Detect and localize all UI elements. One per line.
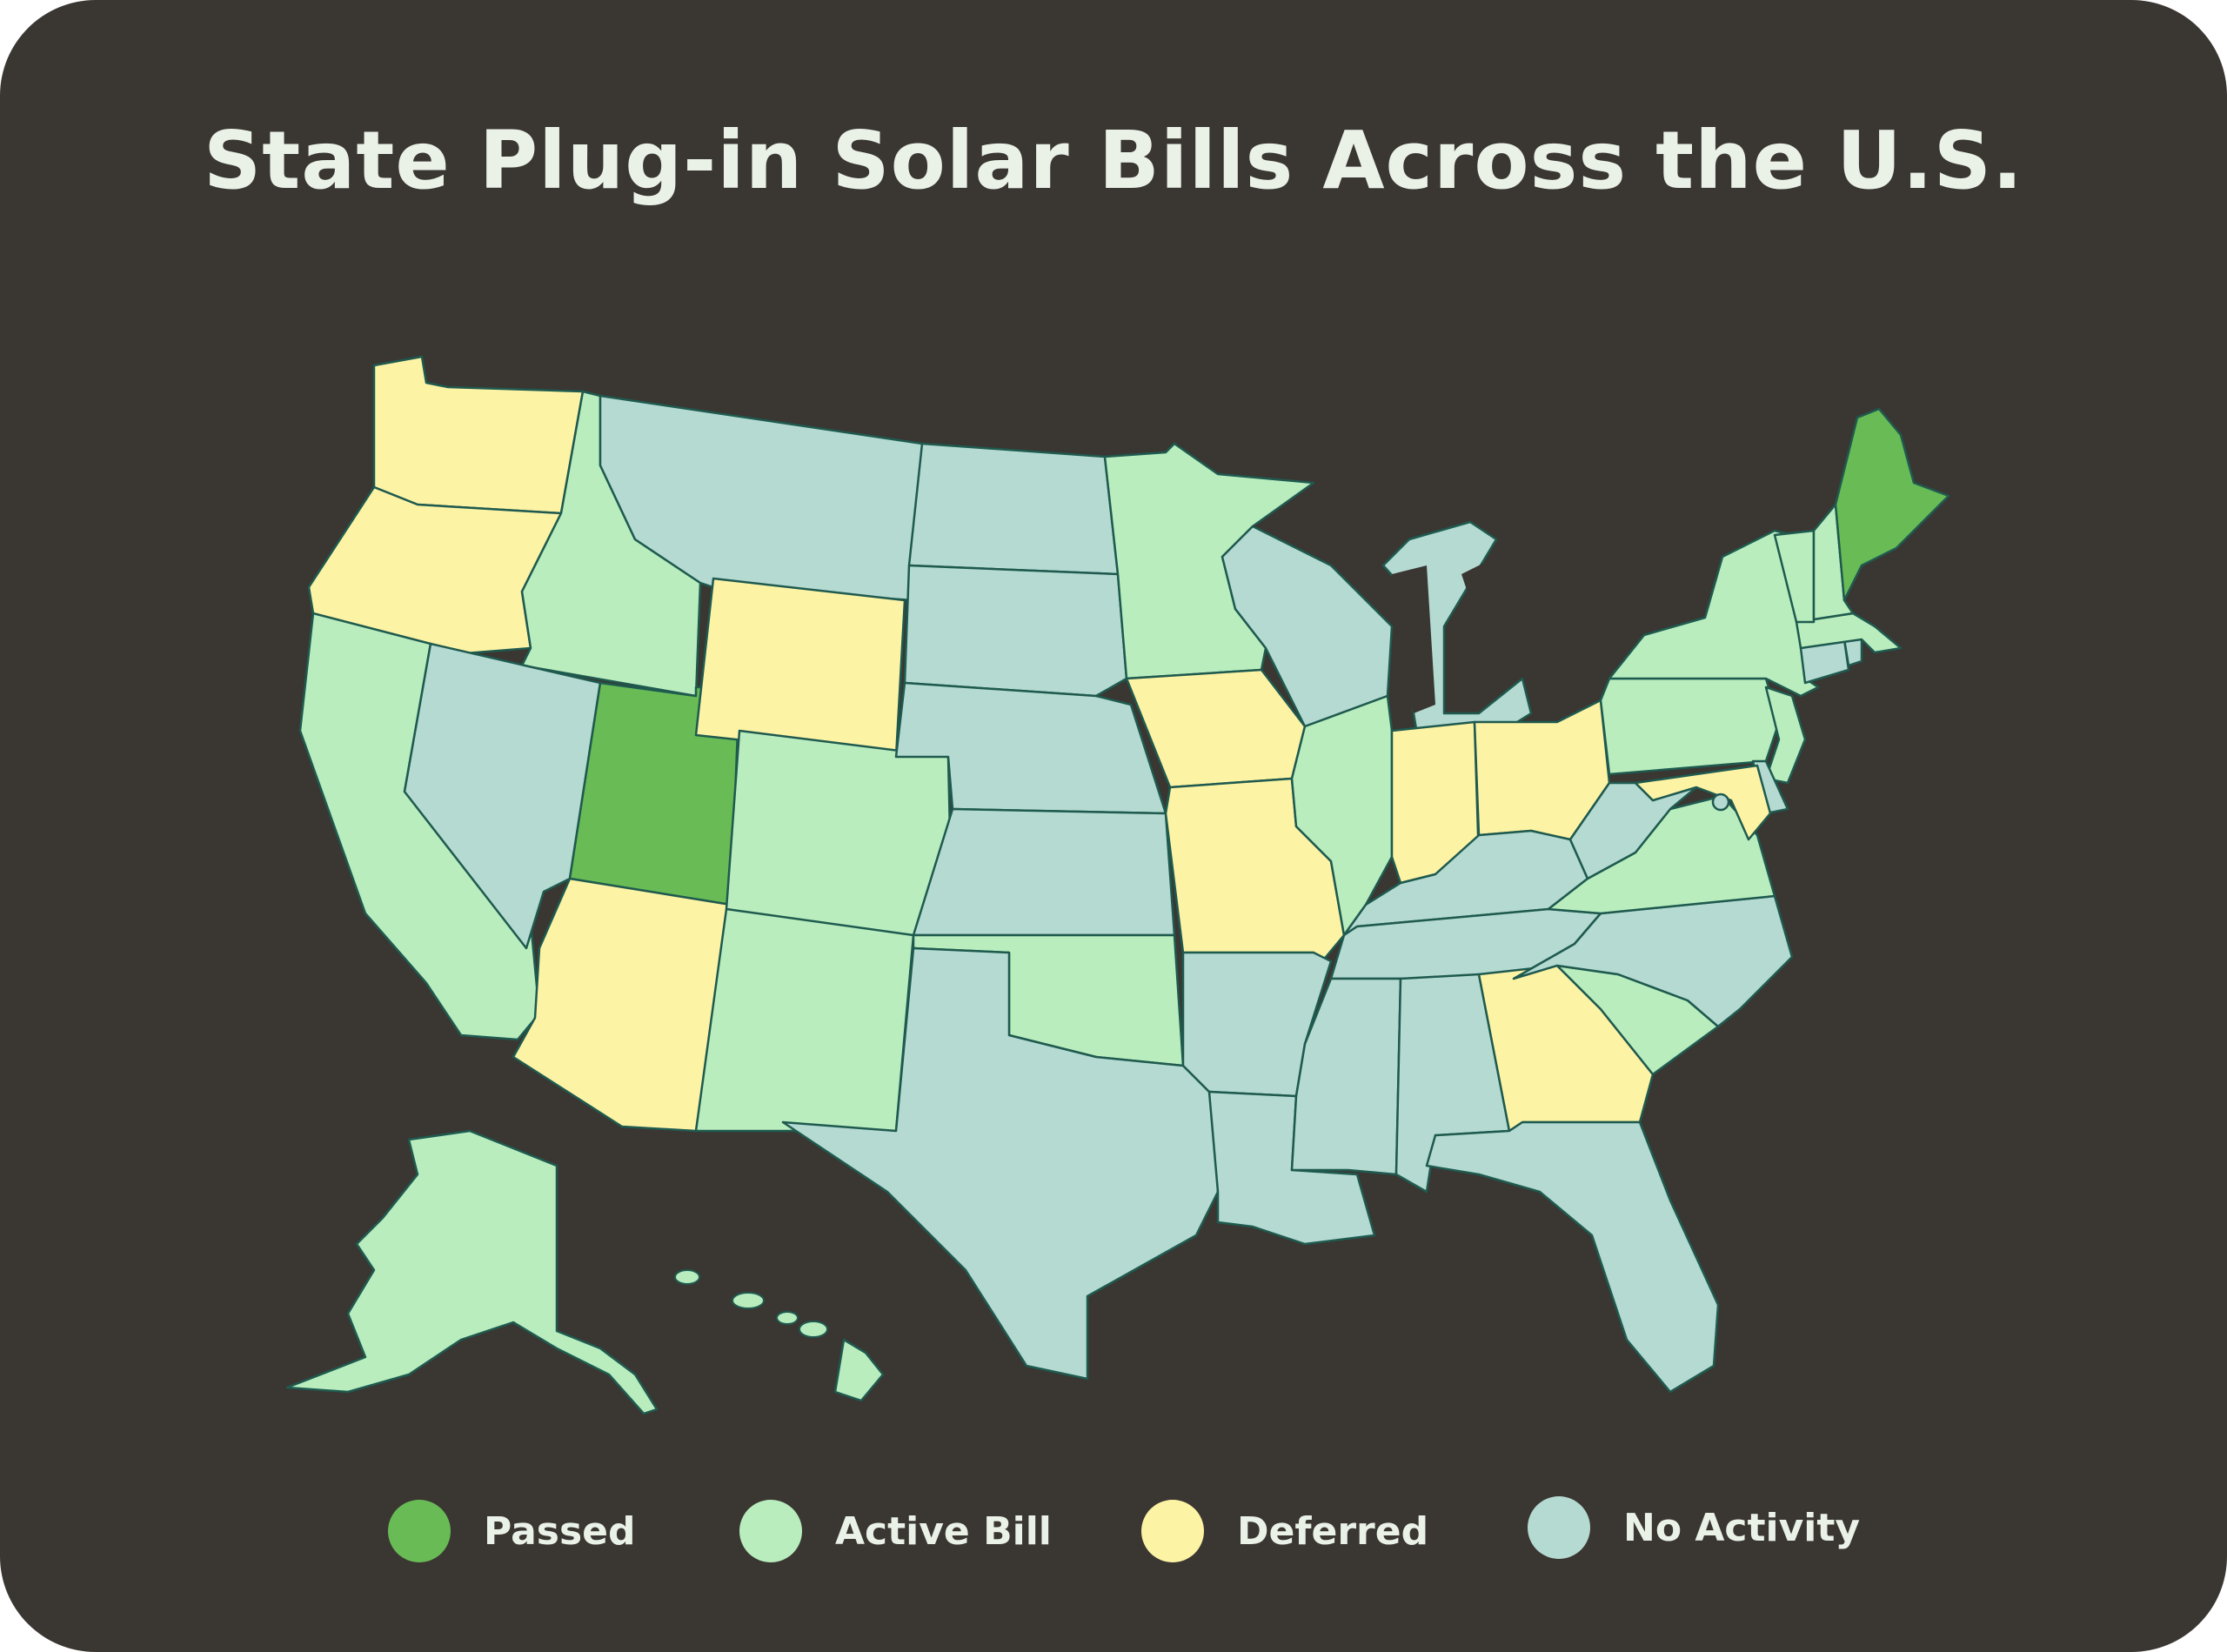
legend-swatch-active: [739, 1500, 802, 1562]
state-sd[interactable]: [903, 564, 1128, 698]
state-nd[interactable]: [907, 442, 1120, 576]
legend-label: No Activity: [1623, 1505, 1861, 1550]
state-ak[interactable]: [285, 1129, 659, 1415]
state-me[interactable]: [1834, 407, 1950, 602]
legend-item-passed: Passed: [388, 1496, 635, 1566]
legend-label: Deferred: [1237, 1508, 1429, 1554]
legend-swatch-none: [1528, 1496, 1590, 1559]
state-wi[interactable]: [1221, 525, 1394, 728]
legend-label: Passed: [484, 1508, 636, 1554]
state-ia[interactable]: [1125, 668, 1307, 789]
legend-swatch-passed: [388, 1500, 451, 1562]
state-nm[interactable]: [694, 907, 915, 1133]
state-ri[interactable]: [1842, 638, 1863, 667]
hawaii-small-islands: [674, 1269, 828, 1338]
state-nc[interactable]: [1512, 894, 1794, 1028]
state-md[interactable]: [1634, 764, 1772, 841]
state-tx[interactable]: [781, 946, 1220, 1381]
state-wa[interactable]: [372, 355, 585, 515]
legend-item-deferred: Deferred: [1141, 1496, 1428, 1566]
legend-item-none: No Activity: [1528, 1493, 1860, 1562]
legend-swatch-deferred: [1141, 1500, 1204, 1562]
state-wy[interactable]: [694, 577, 906, 759]
state-fl[interactable]: [1425, 1120, 1720, 1394]
state-nj[interactable]: [1764, 686, 1807, 785]
great-lakes: [1253, 500, 1505, 713]
legend-label: Active Bill: [835, 1508, 1052, 1554]
state-vt[interactable]: [1773, 529, 1816, 624]
state-pa[interactable]: [1599, 677, 1781, 776]
legend-item-active: Active Bill: [739, 1496, 1052, 1566]
state-az[interactable]: [512, 877, 732, 1133]
map-title: State Plug-in Solar Bills Across the U.S…: [204, 114, 2023, 207]
state-hi[interactable]: [833, 1338, 885, 1402]
legend: Passed Active Bill Deferred No Activity: [0, 1496, 2227, 1566]
state-ma[interactable]: [1795, 612, 1903, 654]
state-ks[interactable]: [912, 807, 1176, 937]
state-dc[interactable]: [1711, 793, 1730, 812]
